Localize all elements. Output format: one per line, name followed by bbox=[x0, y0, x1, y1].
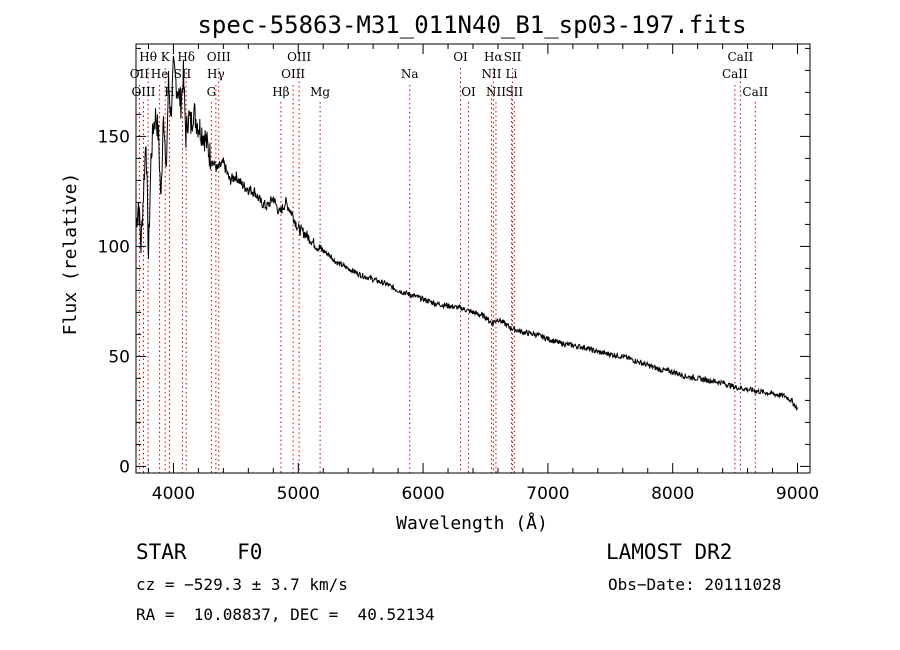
spectral-line-label: Hθ bbox=[139, 50, 157, 64]
object-class: STAR F0 bbox=[136, 540, 263, 564]
spectral-line-label: Hβ bbox=[272, 85, 289, 99]
x-tick-label: 5000 bbox=[277, 484, 320, 504]
spectral-line-label: SII bbox=[505, 85, 523, 99]
spectral-line-label: CaII bbox=[742, 85, 768, 99]
x-tick-label: 4000 bbox=[152, 484, 195, 504]
observation-date: Obs−Date: 20111028 bbox=[608, 575, 782, 594]
x-axis-label: Wavelength (Å) bbox=[396, 512, 548, 534]
spectral-line-label: OI bbox=[461, 85, 476, 99]
x-tick-label: 6000 bbox=[401, 484, 444, 504]
chart-title: spec-55863-M31_011N40_B1_sp03-197.fits bbox=[197, 11, 746, 39]
spectral-line-label: Li bbox=[506, 67, 518, 81]
spectrum-series-line bbox=[135, 55, 798, 411]
axis-ticks: 4000 5000 6000 7000 8000 9000 0 50 100 150 bbox=[98, 44, 819, 504]
spectral-line-label: NII bbox=[486, 85, 506, 99]
spectral-line-label: CaII bbox=[727, 50, 753, 64]
spectral-line-label: NII bbox=[481, 67, 501, 81]
spectral-line-label: OIII bbox=[131, 85, 155, 99]
y-tick-label: 0 bbox=[119, 457, 130, 477]
y-tick-label: 50 bbox=[108, 347, 130, 367]
spectral-line-label: OI bbox=[453, 50, 468, 64]
redshift-velocity: cz = −529.3 ± 3.7 km/s bbox=[136, 575, 348, 594]
spectral-line-label: SII bbox=[174, 67, 192, 81]
spectral-line-label: Na bbox=[401, 67, 419, 81]
spectral-line-label: OIII bbox=[207, 50, 231, 64]
spectral-line-label: Mg bbox=[310, 85, 330, 99]
y-tick-label: 100 bbox=[98, 237, 130, 257]
x-tick-label: 7000 bbox=[526, 484, 569, 504]
x-tick-label: 9000 bbox=[776, 484, 819, 504]
sky-coordinates: RA = 10.08837, DEC = 40.52134 bbox=[136, 605, 435, 624]
spectral-line-label: SII bbox=[504, 50, 522, 64]
spectral-line-label: OII bbox=[130, 67, 150, 81]
plot-frame bbox=[135, 43, 811, 474]
spectral-line-label: Hδ bbox=[177, 50, 195, 64]
y-axis-label: Flux (relative) bbox=[60, 173, 81, 336]
spectral-line-label: G bbox=[207, 85, 217, 99]
spectral-line-label: K bbox=[161, 50, 171, 64]
y-tick-label: 150 bbox=[98, 127, 130, 147]
spectral-line-label: He bbox=[151, 67, 169, 81]
survey-name: LAMOST DR2 bbox=[606, 540, 733, 564]
spectral-line-label: CaII bbox=[722, 67, 748, 81]
x-tick-label: 8000 bbox=[651, 484, 694, 504]
spectral-line-label: Hγ bbox=[207, 67, 225, 81]
spectral-line-label: OIII bbox=[287, 50, 311, 64]
spectral-line-label: Hα bbox=[484, 50, 503, 64]
spectral-line-label: OIII bbox=[281, 67, 305, 81]
